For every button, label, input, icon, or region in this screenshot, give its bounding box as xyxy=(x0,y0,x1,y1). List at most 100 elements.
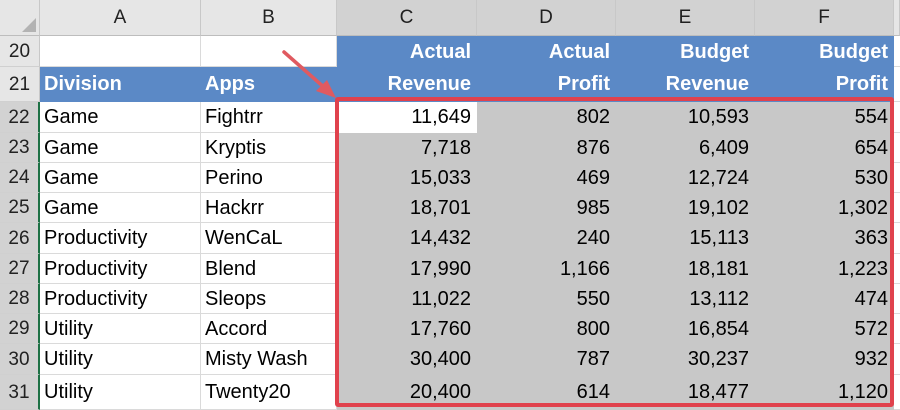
row-header-28[interactable]: 28 xyxy=(0,284,40,314)
cell-e23[interactable]: 6,409 xyxy=(616,133,755,163)
header-cell-d20[interactable]: Actual xyxy=(477,36,616,67)
empty-cell xyxy=(894,133,900,163)
header-cell-c21[interactable]: Revenue xyxy=(337,67,477,102)
cell-f31[interactable]: 1,120 xyxy=(755,375,894,410)
cell-f28[interactable]: 474 xyxy=(755,284,894,314)
header-cell-e20[interactable]: Budget xyxy=(616,36,755,67)
column-header-filler xyxy=(894,0,900,36)
cell-d29[interactable]: 800 xyxy=(477,314,616,344)
cell-a31[interactable]: Utility xyxy=(40,375,201,410)
cell-c31[interactable]: 20,400 xyxy=(337,375,477,410)
cell-c26[interactable]: 14,432 xyxy=(337,223,477,254)
empty-cell xyxy=(894,375,900,410)
cell-c27[interactable]: 17,990 xyxy=(337,254,477,284)
cell-c23[interactable]: 7,718 xyxy=(337,133,477,163)
cell-e24[interactable]: 12,724 xyxy=(616,163,755,193)
cell-f26[interactable]: 363 xyxy=(755,223,894,254)
cell-a26[interactable]: Productivity xyxy=(40,223,201,254)
row-header-24[interactable]: 24 xyxy=(0,163,40,193)
cell-c25[interactable]: 18,701 xyxy=(337,193,477,223)
cell-d27[interactable]: 1,166 xyxy=(477,254,616,284)
select-all-corner[interactable] xyxy=(0,0,40,36)
cell-b24[interactable]: Perino xyxy=(201,163,337,193)
cell-e30[interactable]: 30,237 xyxy=(616,344,755,375)
header-cell-a20[interactable] xyxy=(40,36,201,67)
empty-cell xyxy=(894,314,900,344)
cell-a22[interactable]: Game xyxy=(40,102,201,133)
cell-e27[interactable]: 18,181 xyxy=(616,254,755,284)
cell-d22[interactable]: 802 xyxy=(477,102,616,133)
cell-f30[interactable]: 932 xyxy=(755,344,894,375)
cell-e28[interactable]: 13,112 xyxy=(616,284,755,314)
cell-f29[interactable]: 572 xyxy=(755,314,894,344)
cell-d26[interactable]: 240 xyxy=(477,223,616,254)
empty-cell xyxy=(894,284,900,314)
column-header-f[interactable]: F xyxy=(755,0,894,36)
header-cell-e21[interactable]: Revenue xyxy=(616,67,755,102)
cell-a25[interactable]: Game xyxy=(40,193,201,223)
column-header-a[interactable]: A xyxy=(40,0,201,36)
cell-d28[interactable]: 550 xyxy=(477,284,616,314)
cell-e29[interactable]: 16,854 xyxy=(616,314,755,344)
row-header-20[interactable]: 20 xyxy=(0,36,40,67)
cell-d23[interactable]: 876 xyxy=(477,133,616,163)
header-cell-b20[interactable] xyxy=(201,36,337,67)
cell-c28[interactable]: 11,022 xyxy=(337,284,477,314)
cell-c30[interactable]: 30,400 xyxy=(337,344,477,375)
header-cell-a21[interactable]: Division xyxy=(40,67,201,102)
header-cell-f20[interactable]: Budget xyxy=(755,36,894,67)
cell-c22[interactable]: 11,649 xyxy=(337,102,477,133)
row-header-21[interactable]: 21 xyxy=(0,67,40,102)
cell-b31[interactable]: Twenty20 xyxy=(201,375,337,410)
cell-b30[interactable]: Misty Wash xyxy=(201,344,337,375)
cell-d25[interactable]: 985 xyxy=(477,193,616,223)
cell-e22[interactable]: 10,593 xyxy=(616,102,755,133)
row-header-23[interactable]: 23 xyxy=(0,133,40,163)
column-header-d[interactable]: D xyxy=(477,0,616,36)
cell-d30[interactable]: 787 xyxy=(477,344,616,375)
row-header-25[interactable]: 25 xyxy=(0,193,40,223)
cell-b25[interactable]: Hackrr xyxy=(201,193,337,223)
cell-e25[interactable]: 19,102 xyxy=(616,193,755,223)
header-cell-f21[interactable]: Profit xyxy=(755,67,894,102)
cell-c29[interactable]: 17,760 xyxy=(337,314,477,344)
row-header-30[interactable]: 30 xyxy=(0,344,40,375)
empty-cell xyxy=(894,102,900,133)
row-header-29[interactable]: 29 xyxy=(0,314,40,344)
cell-b28[interactable]: Sleops xyxy=(201,284,337,314)
cell-f24[interactable]: 530 xyxy=(755,163,894,193)
cell-e26[interactable]: 15,113 xyxy=(616,223,755,254)
row-header-31[interactable]: 31 xyxy=(0,375,40,410)
column-header-b[interactable]: B xyxy=(201,0,337,36)
cell-b23[interactable]: Kryptis xyxy=(201,133,337,163)
row-header-27[interactable]: 27 xyxy=(0,254,40,284)
column-header-c[interactable]: C xyxy=(337,0,477,36)
cell-b26[interactable]: WenCaL xyxy=(201,223,337,254)
cell-a23[interactable]: Game xyxy=(40,133,201,163)
cell-e31[interactable]: 18,477 xyxy=(616,375,755,410)
header-cell-c20[interactable]: Actual xyxy=(337,36,477,67)
cell-f27[interactable]: 1,223 xyxy=(755,254,894,284)
header-cell-b21[interactable]: Apps xyxy=(201,67,337,102)
cell-d24[interactable]: 469 xyxy=(477,163,616,193)
empty-cell xyxy=(894,254,900,284)
cell-f25[interactable]: 1,302 xyxy=(755,193,894,223)
cell-b27[interactable]: Blend xyxy=(201,254,337,284)
cell-a24[interactable]: Game xyxy=(40,163,201,193)
cell-a29[interactable]: Utility xyxy=(40,314,201,344)
cell-a27[interactable]: Productivity xyxy=(40,254,201,284)
header-cell-d21[interactable]: Profit xyxy=(477,67,616,102)
row-header-26[interactable]: 26 xyxy=(0,223,40,254)
cell-b22[interactable]: Fightrr xyxy=(201,102,337,133)
cell-a30[interactable]: Utility xyxy=(40,344,201,375)
cell-b29[interactable]: Accord xyxy=(201,314,337,344)
cell-c24[interactable]: 15,033 xyxy=(337,163,477,193)
cell-d31[interactable]: 614 xyxy=(477,375,616,410)
empty-cell xyxy=(894,193,900,223)
row-header-22[interactable]: 22 xyxy=(0,102,40,133)
cell-a28[interactable]: Productivity xyxy=(40,284,201,314)
cell-f23[interactable]: 654 xyxy=(755,133,894,163)
cell-f22[interactable]: 554 xyxy=(755,102,894,133)
column-header-e[interactable]: E xyxy=(616,0,755,36)
